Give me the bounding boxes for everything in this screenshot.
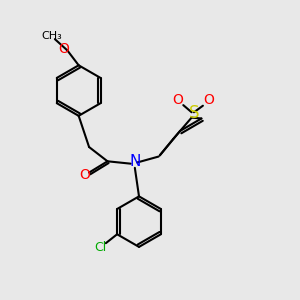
- Text: Cl: Cl: [94, 241, 106, 254]
- Text: N: N: [129, 154, 140, 169]
- Text: O: O: [203, 93, 214, 107]
- Text: CH₃: CH₃: [41, 31, 62, 40]
- Text: O: O: [58, 42, 69, 56]
- Text: O: O: [172, 93, 183, 107]
- Text: O: O: [79, 168, 90, 182]
- Text: S: S: [189, 104, 199, 122]
